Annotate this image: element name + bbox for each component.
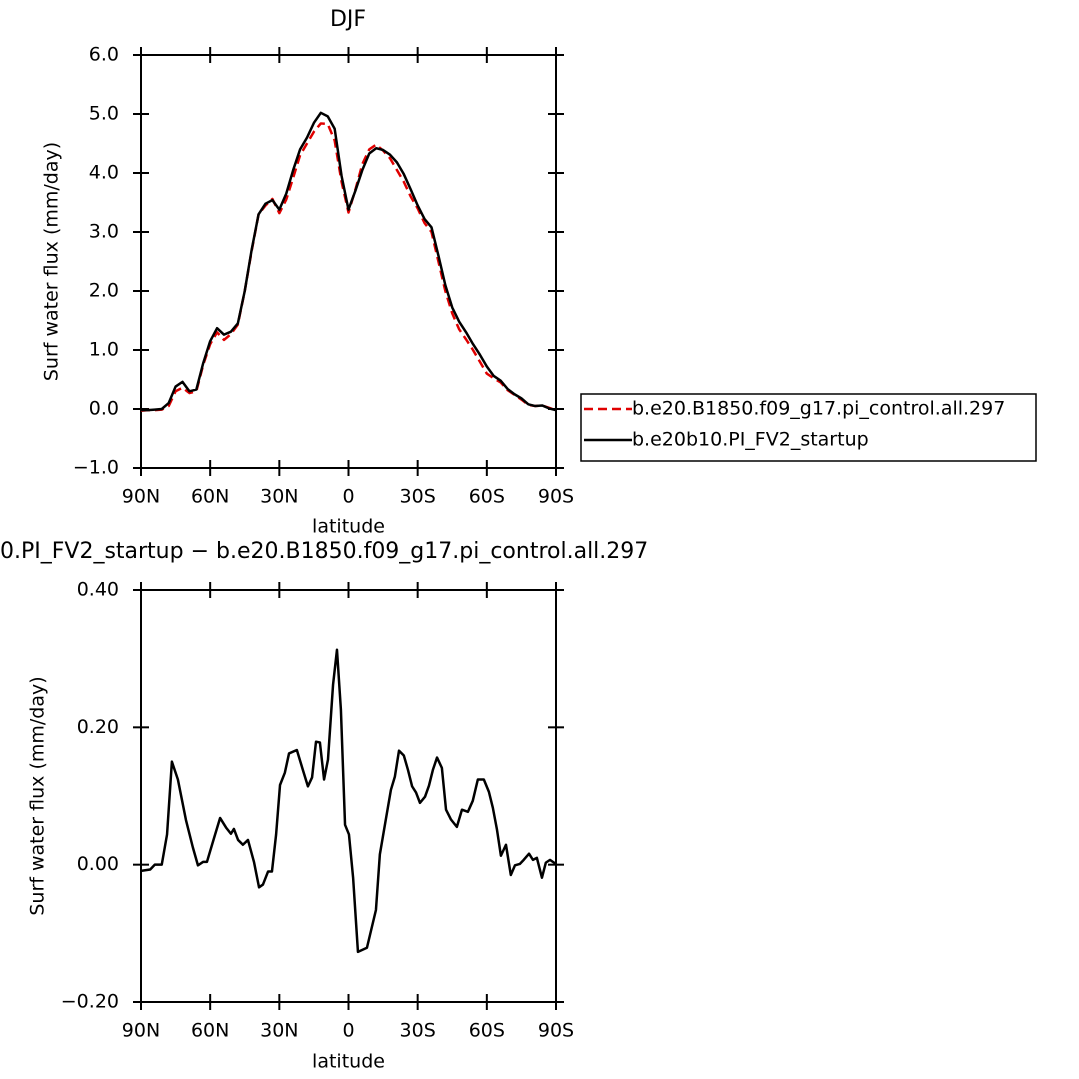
series-line: [140, 648, 557, 954]
chart-title: 0.PI_FV2_startup − b.e20.B1850.f09_g17.p…: [0, 539, 648, 564]
y-tick-label: 3.0: [89, 221, 119, 243]
y-tick-label: 2.0: [89, 280, 119, 302]
y-axis-label: Surf water flux (mm/day): [27, 676, 49, 915]
x-tick-label: 0: [342, 486, 354, 508]
y-tick-label: −0.20: [61, 991, 119, 1013]
plot-frame: [140, 589, 557, 1003]
x-tick-label: 0: [342, 1020, 354, 1042]
x-tick-label: 30N: [260, 1020, 298, 1042]
y-tick-label: −1.0: [73, 457, 119, 479]
y-tick-label: 0.00: [77, 853, 119, 875]
x-tick-label: 60S: [469, 1020, 505, 1042]
y-tick-label: 6.0: [89, 44, 119, 66]
x-axis-label: latitude: [312, 1051, 385, 1073]
x-tick-label: 90N: [122, 1020, 160, 1042]
y-tick-label: 1.0: [89, 339, 119, 361]
x-axis-label: latitude: [312, 516, 385, 538]
x-tick-label: 60S: [469, 486, 505, 508]
x-tick-label: 90S: [538, 486, 574, 508]
series-line: [141, 111, 557, 412]
y-tick-label: 4.0: [89, 162, 119, 184]
legend-label: b.e20.B1850.f09_g17.pi_control.all.297: [632, 398, 1005, 420]
legend-box: [580, 393, 1037, 462]
y-tick-label: 0.40: [77, 579, 119, 601]
x-tick-label: 90S: [538, 1020, 574, 1042]
x-tick-label: 60N: [191, 486, 229, 508]
y-axis-label: Surf water flux (mm/day): [41, 142, 63, 381]
plot-frame: [140, 54, 557, 469]
x-tick-label: 30S: [400, 1020, 436, 1042]
y-tick-label: 0.20: [77, 716, 119, 738]
chart-title: DJF: [330, 7, 366, 32]
x-tick-label: 90N: [122, 486, 160, 508]
y-tick-label: 0.0: [89, 398, 119, 420]
x-tick-label: 30S: [400, 486, 436, 508]
x-tick-label: 30N: [260, 486, 298, 508]
y-tick-label: 5.0: [89, 103, 119, 125]
legend-label: b.e20b10.PI_FV2_startup: [632, 429, 869, 451]
x-tick-label: 60N: [191, 1020, 229, 1042]
